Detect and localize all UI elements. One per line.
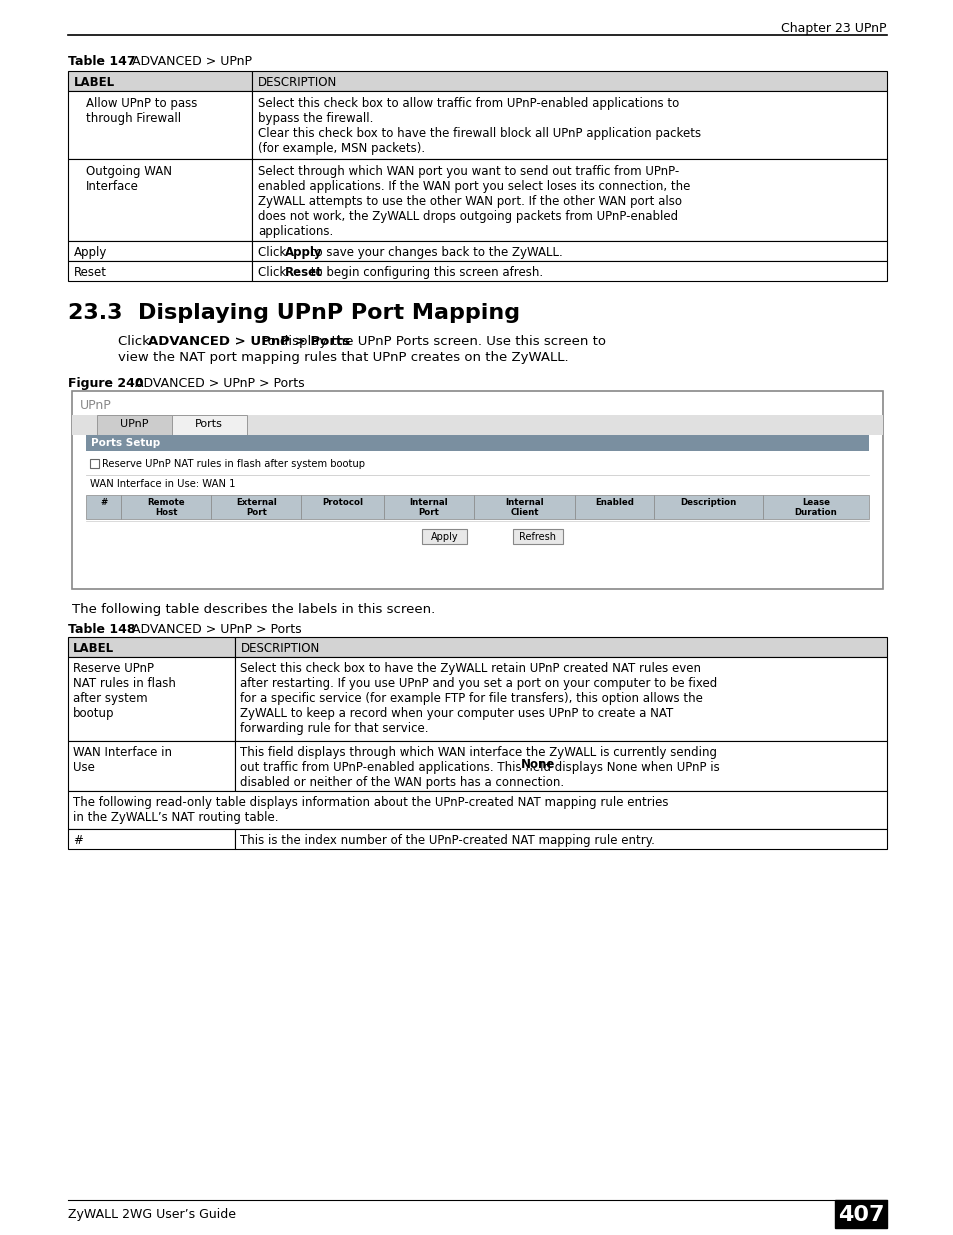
Text: ZyWALL 2WG User’s Guide: ZyWALL 2WG User’s Guide xyxy=(68,1208,235,1221)
Text: External
Port: External Port xyxy=(235,498,276,517)
Bar xyxy=(68,657,235,741)
Bar xyxy=(68,829,235,848)
Text: The following table describes the labels in this screen.: The following table describes the labels… xyxy=(72,603,435,616)
Text: #: # xyxy=(100,498,108,508)
Text: to display the UPnP Ports screen. Use this screen to: to display the UPnP Ports screen. Use th… xyxy=(258,335,605,348)
Text: Click: Click xyxy=(258,266,290,279)
Text: Apply: Apply xyxy=(430,532,457,542)
Text: Select this check box to have the ZyWALL retain UPnP created NAT rules even
afte: Select this check box to have the ZyWALL… xyxy=(240,662,717,735)
Text: Internal
Client: Internal Client xyxy=(505,498,543,517)
Bar xyxy=(252,261,886,282)
Text: Chapter 23 UPnP: Chapter 23 UPnP xyxy=(781,22,886,35)
Bar xyxy=(252,70,886,91)
Bar xyxy=(121,495,212,519)
Text: Remote
Host: Remote Host xyxy=(148,498,185,517)
Bar xyxy=(235,657,886,741)
Bar xyxy=(90,459,99,468)
Text: Lease
Duration: Lease Duration xyxy=(794,498,837,517)
Text: UPnP: UPnP xyxy=(120,419,149,429)
Bar xyxy=(68,790,886,829)
Text: Enabled: Enabled xyxy=(595,498,633,508)
Bar xyxy=(212,495,301,519)
Text: to begin configuring this screen afresh.: to begin configuring this screen afresh. xyxy=(307,266,542,279)
Text: DESCRIPTION: DESCRIPTION xyxy=(241,642,320,655)
Text: WAN Interface in
Use: WAN Interface in Use xyxy=(73,746,172,774)
Bar xyxy=(72,415,882,435)
Bar xyxy=(383,495,473,519)
Text: Reset: Reset xyxy=(74,266,107,279)
Text: Ports: Ports xyxy=(195,419,223,429)
Bar xyxy=(512,529,562,543)
Text: LABEL: LABEL xyxy=(73,642,114,655)
Bar xyxy=(575,495,653,519)
Bar xyxy=(86,495,121,519)
Text: to save your changes back to the ZyWALL.: to save your changes back to the ZyWALL. xyxy=(307,246,562,259)
Bar xyxy=(422,529,467,543)
Bar xyxy=(172,415,247,435)
Text: Select through which WAN port you want to send out traffic from UPnP-
enabled ap: Select through which WAN port you want t… xyxy=(258,165,690,238)
Bar xyxy=(235,741,886,790)
Text: This is the index number of the UPnP-created NAT mapping rule entry.: This is the index number of the UPnP-cre… xyxy=(240,834,655,847)
Text: Apply: Apply xyxy=(285,246,322,259)
Text: Reset: Reset xyxy=(285,266,322,279)
Text: None: None xyxy=(520,758,555,771)
Text: view the NAT port mapping rules that UPnP creates on the ZyWALL.: view the NAT port mapping rules that UPn… xyxy=(118,351,568,364)
Text: DESCRIPTION: DESCRIPTION xyxy=(258,77,337,89)
Text: Click: Click xyxy=(258,246,290,259)
Bar xyxy=(68,91,252,159)
Text: #: # xyxy=(73,834,83,847)
Text: Table 147: Table 147 xyxy=(68,56,135,68)
Text: The following read-only table displays information about the UPnP-created NAT ma: The following read-only table displays i… xyxy=(73,797,668,824)
Text: LABEL: LABEL xyxy=(74,77,115,89)
Bar xyxy=(86,435,868,451)
Text: Protocol: Protocol xyxy=(321,498,362,508)
Text: Table 148: Table 148 xyxy=(68,622,135,636)
Text: 23.3  Displaying UPnP Port Mapping: 23.3 Displaying UPnP Port Mapping xyxy=(68,303,519,324)
Text: Select this check box to allow traffic from UPnP-enabled applications to
bypass : Select this check box to allow traffic f… xyxy=(258,98,700,156)
Text: ADVANCED > UPnP > Ports: ADVANCED > UPnP > Ports xyxy=(123,377,304,390)
Bar xyxy=(653,495,762,519)
Bar xyxy=(68,261,252,282)
Text: Refresh: Refresh xyxy=(518,532,556,542)
Text: Figure 240: Figure 240 xyxy=(68,377,144,390)
Bar xyxy=(68,741,235,790)
Text: Internal
Port: Internal Port xyxy=(409,498,447,517)
Bar xyxy=(473,495,575,519)
Bar xyxy=(834,1200,886,1228)
Text: Allow UPnP to pass
through Firewall: Allow UPnP to pass through Firewall xyxy=(86,98,197,125)
Text: ADVANCED > UPnP > Ports: ADVANCED > UPnP > Ports xyxy=(148,335,350,348)
Bar xyxy=(235,637,886,657)
Bar xyxy=(68,159,252,241)
Text: ADVANCED > UPnP > Ports: ADVANCED > UPnP > Ports xyxy=(120,622,301,636)
Bar xyxy=(762,495,868,519)
Text: Reserve UPnP NAT rules in flash after system bootup: Reserve UPnP NAT rules in flash after sy… xyxy=(102,459,365,469)
Bar xyxy=(235,829,886,848)
Text: WAN Interface in Use: WAN 1: WAN Interface in Use: WAN 1 xyxy=(90,479,235,489)
Text: UPnP: UPnP xyxy=(80,399,112,412)
Text: Description: Description xyxy=(679,498,736,508)
Bar xyxy=(519,757,539,768)
Bar xyxy=(252,241,886,261)
Text: 407: 407 xyxy=(837,1205,883,1225)
Text: Apply: Apply xyxy=(74,246,108,259)
Bar xyxy=(252,91,886,159)
Text: This field displays through which WAN interface the ZyWALL is currently sending
: This field displays through which WAN in… xyxy=(240,746,720,789)
Bar xyxy=(252,159,886,241)
Text: Reserve UPnP
NAT rules in flash
after system
bootup: Reserve UPnP NAT rules in flash after sy… xyxy=(73,662,175,720)
Bar xyxy=(301,495,383,519)
Bar xyxy=(72,391,882,589)
Bar xyxy=(68,241,252,261)
Bar xyxy=(68,637,235,657)
Text: Ports Setup: Ports Setup xyxy=(91,438,160,448)
Text: ADVANCED > UPnP: ADVANCED > UPnP xyxy=(120,56,252,68)
Text: Click: Click xyxy=(118,335,154,348)
Bar xyxy=(68,70,252,91)
Bar xyxy=(97,415,172,435)
Text: Outgoing WAN
Interface: Outgoing WAN Interface xyxy=(86,165,172,193)
